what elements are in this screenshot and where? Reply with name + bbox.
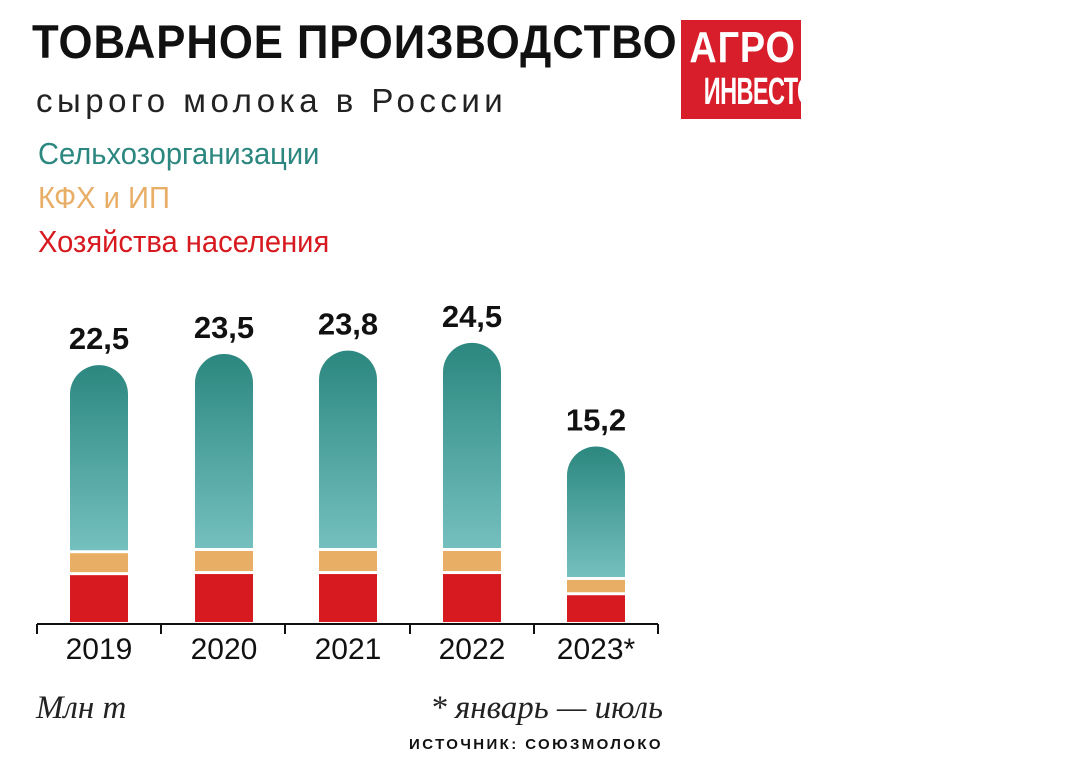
x-tick-label-2022: 2022	[439, 633, 506, 666]
bar-segment-farm-orgs-2020	[195, 353, 253, 548]
agroinvestor-logo: АГРО ИНВЕСТОР	[681, 20, 801, 119]
bar-segment-farm-orgs-2021	[319, 350, 377, 548]
data-label-total-2020: 23,5	[194, 310, 254, 345]
data-label-total-2021: 23,8	[318, 307, 378, 342]
bar-segment-households-2023	[567, 595, 625, 622]
chart-title: ТОВАРНОЕ ПРОИЗВОДСТВО	[32, 15, 678, 68]
bar-segment-farm-orgs-2019	[70, 365, 128, 551]
logo-text-agro: АГРО	[689, 23, 796, 72]
bar-segment-kfh-2020	[195, 550, 253, 572]
footnote: * январь — июль	[430, 690, 663, 726]
unit-label: Млн т	[36, 690, 127, 726]
bar-segment-kfh-2023	[567, 579, 625, 593]
bar-segment-farm-orgs-2023	[567, 446, 625, 577]
x-tick-label-2023: 2023*	[557, 633, 636, 666]
bar-segment-farm-orgs-2022	[443, 342, 501, 548]
data-label-total-2023: 15,2	[566, 403, 626, 438]
legend-item-farm-orgs: Сельхозорганизации	[38, 136, 320, 171]
chart-subtitle: сырого молока в России	[36, 82, 508, 119]
source-label: ИСТОЧНИК: СОЮЗМОЛОКО	[409, 736, 663, 753]
legend-item-households: Хозяйства населения	[38, 224, 330, 259]
legend-item-kfh: КФХ и ИП	[38, 180, 170, 215]
data-label-total-2022: 24,5	[442, 299, 502, 334]
bar-segment-households-2019	[70, 575, 128, 622]
bar-segment-kfh-2019	[70, 553, 128, 573]
x-tick-label-2021: 2021	[315, 633, 382, 666]
data-label-total-2019: 22,5	[69, 321, 129, 356]
bar-segment-households-2020	[195, 574, 253, 622]
x-tick-label-2019: 2019	[66, 633, 133, 666]
bar-segment-kfh-2022	[443, 550, 501, 572]
bar-segment-households-2022	[443, 574, 501, 622]
bar-segment-households-2021	[319, 574, 377, 622]
bar-segment-kfh-2021	[319, 550, 377, 572]
chart-legend: Сельхозорганизации КФХ и ИП Хозяйства на…	[38, 132, 458, 264]
x-tick-label-2020: 2020	[191, 633, 258, 666]
